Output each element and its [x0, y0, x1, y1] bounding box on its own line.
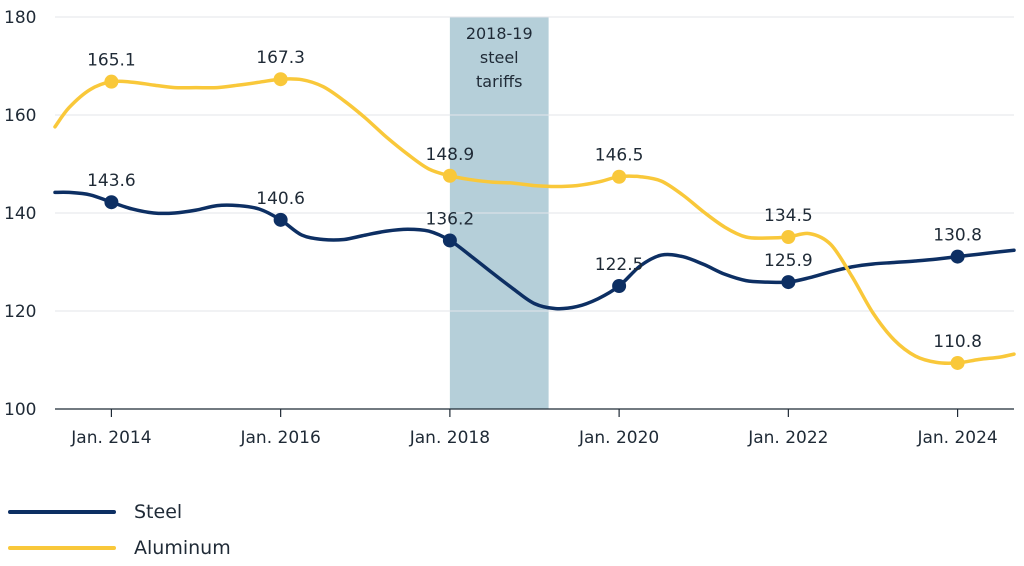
- line-chart: 2018-19 steel tariffs 100 120 140 160 180 Jan. …: [4, 8, 1016, 448]
- aluminum-marker: [781, 230, 796, 245]
- x-tick-label: Jan. 2018: [409, 428, 490, 448]
- x-tick-label: Jan. 2020: [578, 428, 659, 448]
- axes: 100 120 140 160 180 Jan. 2014 Jan. 2016 Jan. 20…: [4, 8, 1014, 448]
- steel-data-label: 140.6: [256, 189, 305, 209]
- steel-marker: [950, 249, 965, 264]
- steel-data-label: 136.2: [426, 209, 475, 229]
- legend: Steel Aluminum: [8, 494, 231, 566]
- aluminum-data-label: 167.3: [256, 48, 305, 68]
- y-tick-label: 160: [4, 106, 36, 126]
- aluminum-marker: [273, 72, 288, 87]
- steel-marker: [273, 212, 288, 227]
- legend-label-aluminum: Aluminum: [134, 537, 231, 559]
- steel-data-label: 125.9: [764, 251, 813, 271]
- tariff-region-label-line: steel: [480, 48, 519, 67]
- legend-swatch-aluminum: [8, 546, 116, 550]
- y-tick-label: 180: [4, 8, 36, 28]
- data-markers: [104, 72, 965, 370]
- steel-data-label: 130.8: [933, 226, 982, 246]
- steel-data-label: 122.5: [595, 255, 644, 275]
- x-tick-label: Jan. 2024: [916, 428, 997, 448]
- steel-line: [53, 190, 1016, 311]
- aluminum-line: [53, 77, 1016, 366]
- legend-item-aluminum: Aluminum: [8, 530, 231, 566]
- steel-data-label: 143.6: [87, 171, 136, 191]
- y-tick-label: 120: [4, 302, 36, 322]
- aluminum-data-label: 148.9: [426, 145, 475, 165]
- aluminum-data-label: 110.8: [933, 332, 982, 352]
- data-labels: 143.6 140.6 136.2 122.5 125.9 130.8 165.1 167.3…: [87, 48, 982, 352]
- aluminum-marker: [950, 355, 965, 370]
- x-tick-label: Jan. 2022: [747, 428, 828, 448]
- tariff-region-label-line: tariffs: [476, 72, 522, 91]
- aluminum-data-label: 146.5: [595, 146, 644, 166]
- steel-marker: [442, 233, 457, 248]
- aluminum-data-label: 134.5: [764, 206, 813, 226]
- steel-marker: [781, 275, 796, 290]
- steel-marker: [612, 279, 627, 294]
- y-tick-label: 100: [4, 400, 36, 420]
- x-tick-label: Jan. 2016: [240, 428, 321, 448]
- legend-label-steel: Steel: [134, 501, 183, 523]
- aluminum-data-label: 165.1: [87, 51, 136, 71]
- aluminum-marker: [442, 168, 457, 183]
- x-tick-label: Jan. 2014: [70, 428, 151, 448]
- tariff-region-label-line: 2018-19: [466, 24, 533, 43]
- legend-item-steel: Steel: [8, 494, 231, 530]
- aluminum-marker: [104, 74, 119, 89]
- series-lines: [53, 77, 1016, 366]
- gridlines: [55, 16, 1014, 312]
- steel-marker: [104, 195, 119, 210]
- aluminum-marker: [612, 169, 627, 184]
- y-tick-label: 140: [4, 204, 36, 224]
- legend-swatch-steel: [8, 510, 116, 514]
